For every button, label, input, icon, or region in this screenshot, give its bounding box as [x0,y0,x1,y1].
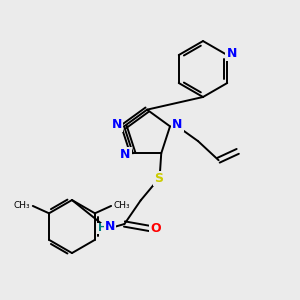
Text: S: S [154,172,163,185]
Text: CH₃: CH₃ [14,201,31,210]
Text: O: O [150,222,161,235]
Text: N: N [120,148,131,161]
Text: N: N [105,220,116,233]
Text: N: N [112,118,122,131]
Text: CH₃: CH₃ [113,201,130,210]
Text: N: N [172,118,183,131]
Text: H: H [98,224,107,233]
Text: N: N [226,47,237,60]
